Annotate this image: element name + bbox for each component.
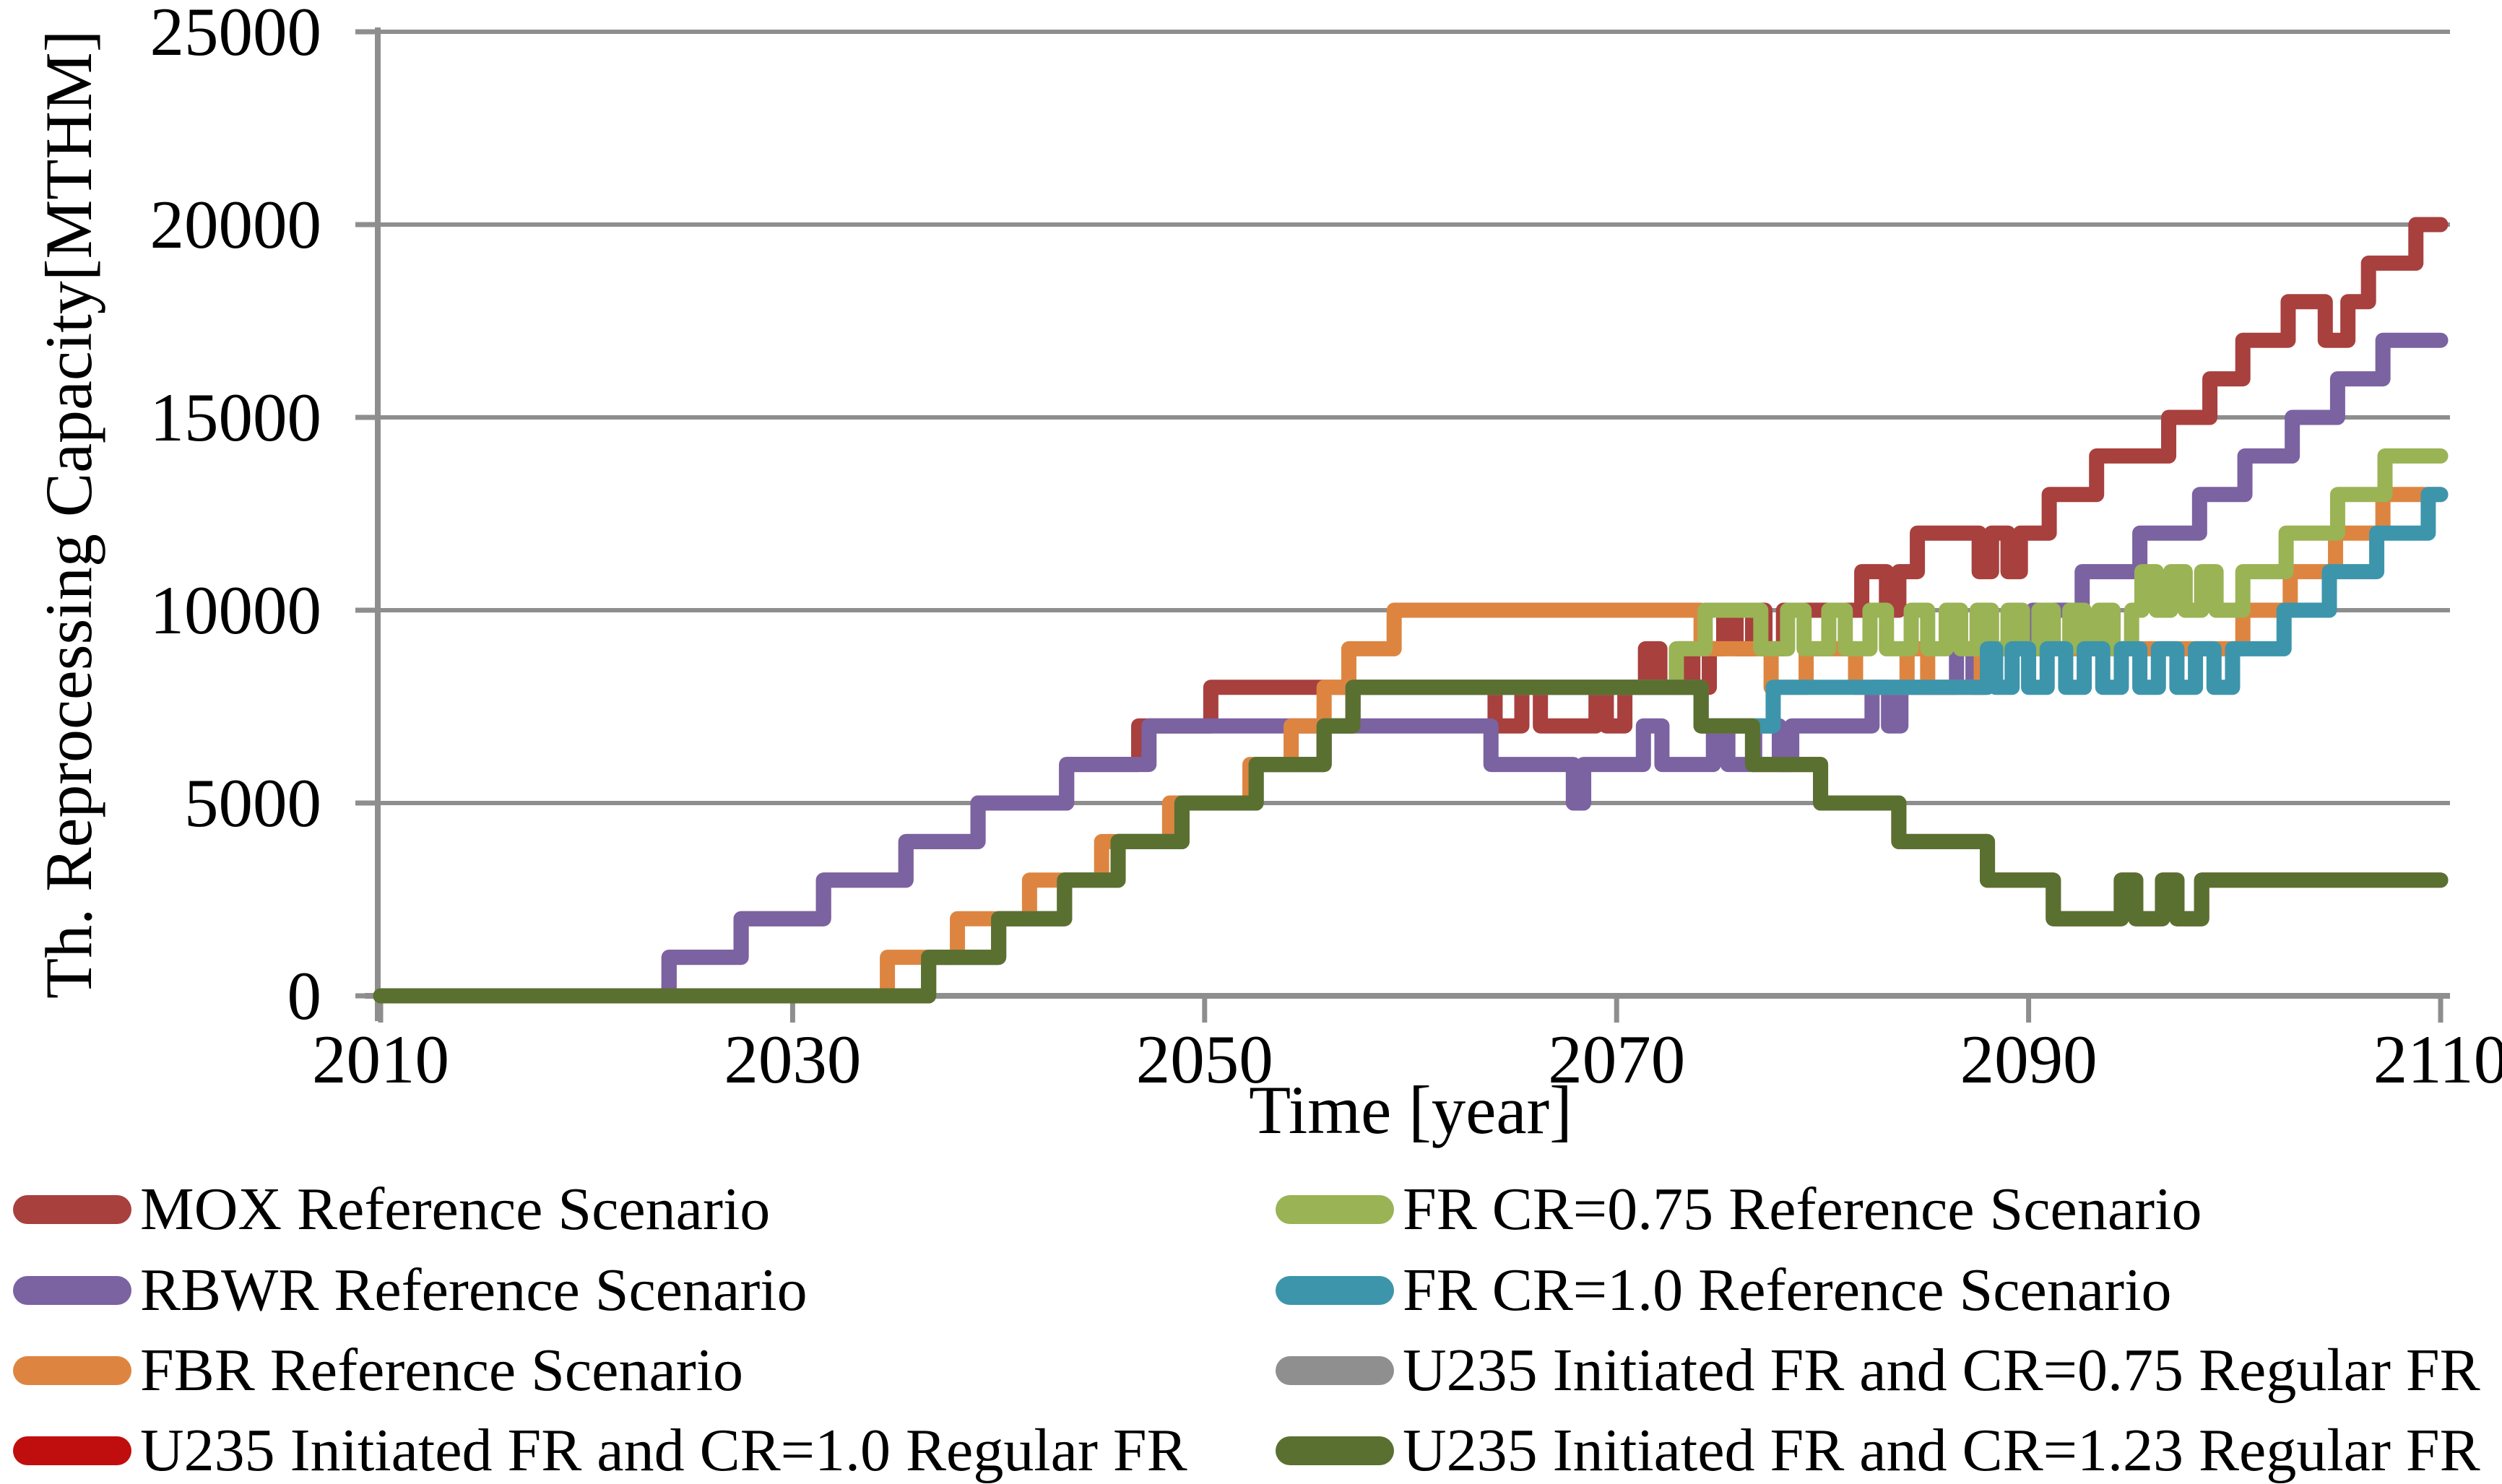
y-tick-label: 5000 bbox=[184, 765, 321, 841]
legend-label-fbr: FBR Reference Scenario bbox=[140, 1337, 744, 1404]
x-tick-label: 2110 bbox=[2373, 1021, 2502, 1098]
legend-item-fr075: FR CR=0.75 Reference Scenario bbox=[1276, 1179, 2202, 1240]
legend-swatch-rbwr bbox=[13, 1276, 131, 1305]
y-tick-label: 25000 bbox=[150, 0, 322, 70]
legend-swatch-u235_cr123 bbox=[1276, 1436, 1394, 1465]
x-axis-title: Time [year] bbox=[1249, 1072, 1572, 1148]
legend-label-fr10: FR CR=1.0 Reference Scenario bbox=[1403, 1257, 2172, 1324]
y-tick-label: 20000 bbox=[150, 186, 322, 263]
legend-swatch-u235_cr10 bbox=[13, 1436, 131, 1465]
legend-swatch-fr075 bbox=[1276, 1195, 1394, 1224]
x-tick-label: 2090 bbox=[1960, 1021, 2098, 1098]
legend-item-rbwr: RBWR Reference Scenario bbox=[13, 1260, 808, 1321]
legend-swatch-fr10 bbox=[1276, 1276, 1394, 1305]
x-tick-label: 2050 bbox=[1135, 1021, 1273, 1098]
y-axis-title: Th. Reprocessing Capacity[MTHM] bbox=[32, 30, 105, 999]
y-tick-label: 0 bbox=[287, 958, 322, 1034]
legend-item-u235_cr123: U235 Initiated FR and CR=1.23 Regular FR bbox=[1276, 1420, 2480, 1481]
legend-label-u235_cr10: U235 Initiated FR and CR=1.0 Regular FR bbox=[140, 1417, 1187, 1484]
legend-label-mox: MOX Reference Scenario bbox=[140, 1176, 771, 1243]
legend-item-fbr: FBR Reference Scenario bbox=[13, 1340, 743, 1401]
legend-item-u235_cr075: U235 Initiated FR and CR=0.75 Regular FR bbox=[1276, 1340, 2480, 1401]
legend-label-rbwr: RBWR Reference Scenario bbox=[140, 1257, 808, 1324]
legend-swatch-fbr bbox=[13, 1356, 131, 1385]
legend-item-mox: MOX Reference Scenario bbox=[13, 1179, 770, 1240]
series-line-u235_cr123 bbox=[373, 680, 2449, 1004]
series-line-u235_cr10 bbox=[373, 680, 2449, 1004]
legend-swatch-u235_cr075 bbox=[1276, 1356, 1394, 1385]
legend-swatch-mox bbox=[13, 1195, 131, 1224]
legend-label-u235_cr075: U235 Initiated FR and CR=0.75 Regular FR bbox=[1403, 1337, 2480, 1404]
legend-label-u235_cr123: U235 Initiated FR and CR=1.23 Regular FR bbox=[1403, 1417, 2480, 1484]
y-tick-label: 15000 bbox=[150, 379, 322, 456]
x-tick-label: 2070 bbox=[1548, 1021, 1686, 1098]
series-line-u235_cr075 bbox=[373, 680, 2449, 1004]
series-line-rbwr bbox=[373, 332, 2449, 1004]
x-tick-label: 2010 bbox=[312, 1021, 449, 1098]
legend-label-fr075: FR CR=0.75 Reference Scenario bbox=[1403, 1176, 2202, 1243]
legend-item-u235_cr10: U235 Initiated FR and CR=1.0 Regular FR bbox=[13, 1420, 1187, 1481]
y-tick-label: 10000 bbox=[150, 572, 322, 648]
legend-item-fr10: FR CR=1.0 Reference Scenario bbox=[1276, 1260, 2171, 1321]
x-tick-label: 2030 bbox=[724, 1021, 862, 1098]
